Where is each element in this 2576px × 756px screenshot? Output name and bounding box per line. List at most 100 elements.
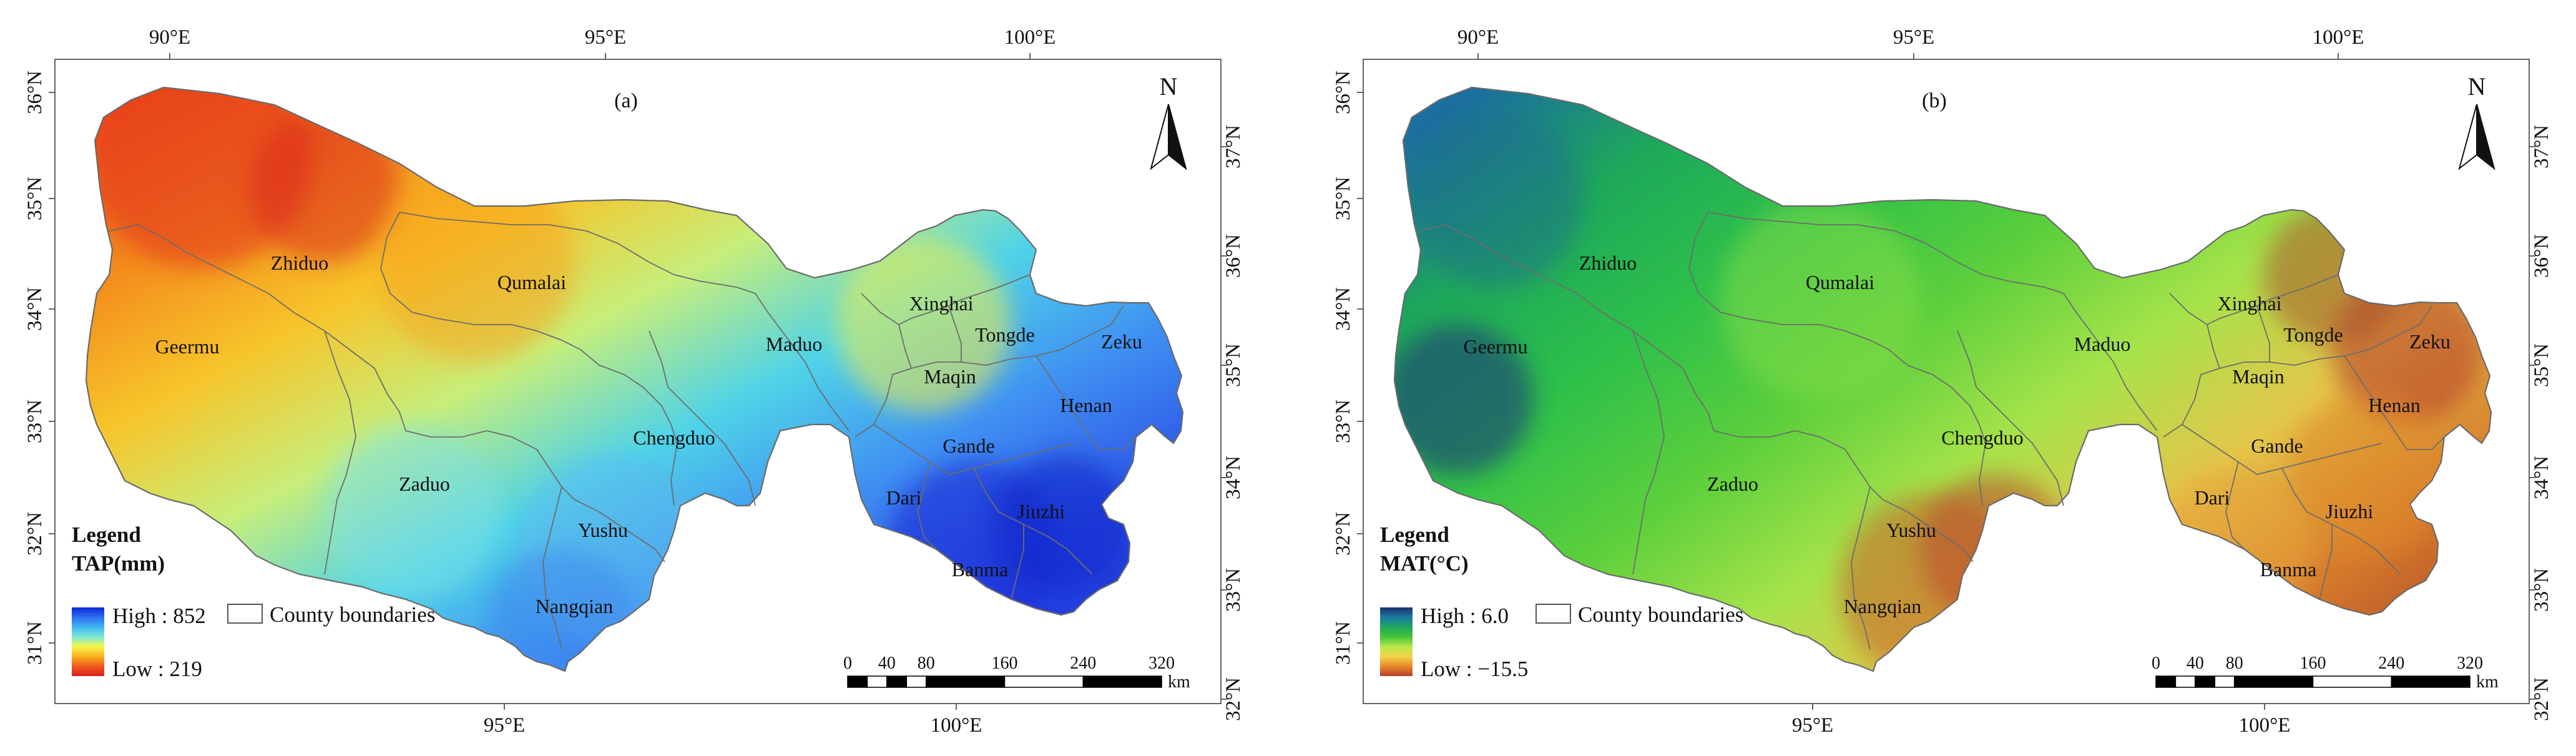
- scale-bar-unit: km: [1168, 672, 1190, 692]
- county-boundary: [2319, 524, 2333, 600]
- legend-boundary-swatch: [227, 604, 263, 624]
- map-frame: [1363, 59, 2530, 704]
- county-label-dari: Dari: [886, 486, 922, 509]
- county-boundary: [486, 430, 665, 562]
- left-tick-label: 36°N: [1332, 71, 1354, 114]
- north-arrow-letter: N: [2468, 72, 2486, 101]
- map-panel-b: (b) 90°E 95°E 100°E 95°E 100°E 36°N 35°N 34°N 33°…: [1332, 26, 2553, 737]
- county-boundary: [1932, 374, 1986, 506]
- county-boundary: [1707, 212, 2077, 313]
- county-label-geermu: Geermu: [1463, 335, 1527, 358]
- scale-bar-label: 0: [843, 654, 852, 673]
- legend-title: Legend: [72, 523, 141, 547]
- county-boundary: [767, 312, 850, 431]
- county-label-maduo: Maduo: [766, 333, 823, 355]
- right-tick-label: 36°N: [1222, 234, 1245, 278]
- county-label-gande: Gande: [943, 434, 995, 457]
- county-label-geermu: Geermu: [155, 335, 219, 358]
- county-label-qumalai: Qumalai: [1806, 271, 1874, 293]
- bottom-tick-label: 100°E: [2239, 714, 2291, 737]
- county-label-xinghai: Xinghai: [2217, 292, 2281, 315]
- county-boundary: [324, 330, 356, 575]
- county-boundary: [917, 461, 937, 550]
- right-tick-label: 33°N: [2530, 568, 2553, 612]
- legend: Legend TAP(mm) High : 852 Low : 219 County b…: [72, 523, 435, 681]
- county-label-dari: Dari: [2195, 486, 2230, 509]
- legend-boundary-label: County boundaries: [1578, 602, 1743, 627]
- county-boundary: [2169, 274, 2339, 326]
- north-arrow-letter: N: [1160, 72, 1178, 101]
- county-label-zaduo: Zaduo: [1707, 473, 1758, 495]
- legend-color-ramp: [72, 607, 104, 676]
- county-label-tongde: Tongde: [2283, 323, 2343, 346]
- top-tick-label: 95°E: [585, 26, 626, 49]
- scale-bar-label: 320: [2457, 654, 2483, 673]
- right-tick-label: 35°N: [2530, 343, 2553, 387]
- left-tick-label: 33°N: [24, 400, 46, 443]
- scale-bar-label: 40: [2187, 654, 2204, 673]
- north-arrow-icon: N: [1150, 72, 1187, 170]
- scale-bar-label: 40: [878, 654, 896, 673]
- right-tick-label: 33°N: [1222, 568, 1245, 612]
- county-boundary: [2281, 468, 2401, 575]
- county-label-maqin: Maqin: [924, 365, 976, 388]
- bottom-tick-label: 100°E: [931, 714, 982, 737]
- left-tick-label: 31°N: [24, 621, 46, 665]
- scale-bar-label: 240: [1070, 654, 1096, 673]
- county-boundary: [2344, 355, 2445, 450]
- county-label-jiuzhi: Jiuzhi: [1017, 500, 1065, 523]
- right-tick-label: 34°N: [2530, 456, 2553, 499]
- county-boundary: [1011, 524, 1024, 600]
- legend: Legend MAT(°C) High : 6.0 Low : −15.5 County…: [1380, 523, 1743, 681]
- county-label-nangqian: Nangqian: [536, 595, 613, 617]
- panel-label: (b): [1922, 89, 1947, 112]
- legend-title: Legend: [1380, 523, 1449, 547]
- study-region: [86, 87, 1183, 671]
- left-tick-label: 35°N: [1332, 177, 1354, 220]
- right-tick-label: 37°N: [1222, 125, 1245, 169]
- right-tick-label: 34°N: [1222, 456, 1245, 499]
- county-label-yushu: Yushu: [1886, 519, 1936, 541]
- map-frame: [54, 59, 1222, 704]
- legend-boundary-swatch: [1535, 604, 1571, 624]
- county-label-gande: Gande: [2251, 434, 2303, 457]
- county-label-chengduo: Chengduo: [633, 426, 715, 449]
- left-tick-label: 33°N: [1332, 400, 1354, 443]
- legend-variable: TAP(mm): [72, 551, 165, 576]
- scale-bar-label: 240: [2378, 654, 2404, 673]
- county-boundary: [1851, 486, 1871, 650]
- left-tick-label: 32°N: [24, 512, 46, 556]
- county-label-chengduo: Chengduo: [1941, 426, 2024, 449]
- county-label-banma: Banma: [2260, 558, 2317, 581]
- county-label-maduo: Maduo: [2074, 333, 2131, 355]
- legend-low-label: Low : −15.5: [1421, 657, 1528, 681]
- scale-bar-label: 80: [2226, 654, 2243, 673]
- county-boundary: [861, 274, 1031, 326]
- county-label-jiuzhi: Jiuzhi: [2326, 500, 2374, 523]
- county-boundary: [873, 424, 1074, 475]
- county-boundary: [542, 486, 562, 650]
- study-region: [1394, 87, 2491, 671]
- left-tick-label: 36°N: [24, 71, 46, 114]
- top-tick-label: 90°E: [1457, 26, 1499, 49]
- county-label-zhiduo: Zhiduo: [1579, 252, 1637, 274]
- left-tick-label: 34°N: [24, 287, 46, 331]
- left-tick-label: 31°N: [1332, 621, 1354, 665]
- panel-label: (a): [614, 89, 638, 112]
- scale-bar-label: 80: [918, 654, 935, 673]
- county-boundary: [2182, 424, 2383, 475]
- top-tick-label: 90°E: [149, 26, 190, 49]
- map-panel-a: (a) 90°E 95°E 100°E 95°E 100°E 36°N 35°N 34°N 33°…: [24, 26, 1245, 737]
- county-label-qumalai: Qumalai: [497, 271, 566, 293]
- county-label-zeku: Zeku: [1101, 330, 1142, 353]
- county-label-yushu: Yushu: [578, 519, 628, 541]
- top-tick-label: 100°E: [1004, 26, 1056, 49]
- county-label-zaduo: Zaduo: [399, 473, 450, 495]
- county-boundary: [1957, 330, 2064, 506]
- right-tick-label: 36°N: [2530, 234, 2553, 278]
- scale-bar-label: 320: [1148, 654, 1175, 673]
- county-boundary: [1632, 330, 1665, 575]
- county-label-banma: Banma: [952, 558, 1009, 581]
